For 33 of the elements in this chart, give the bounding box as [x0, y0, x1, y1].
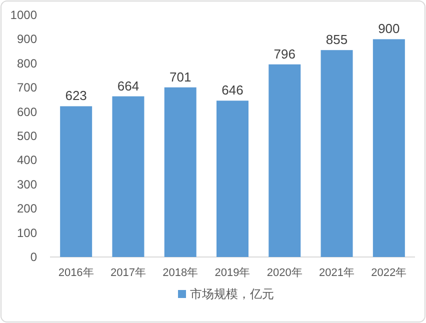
bar	[372, 39, 405, 257]
y-tick-label: 300	[16, 177, 38, 192]
x-tick-label: 2016年	[58, 267, 94, 279]
y-tick-label: 600	[16, 104, 38, 119]
data-label: 623	[65, 88, 87, 104]
y-tick-label: 100	[16, 226, 38, 240]
bar	[320, 50, 353, 257]
x-tick-label: 2017年	[110, 267, 146, 279]
legend-label: 市场规模，亿元	[190, 287, 274, 301]
y-tick-label: 1000	[10, 8, 38, 22]
y-tick-label: 400	[16, 153, 38, 168]
data-label: 664	[117, 78, 140, 94]
data-label: 796	[274, 46, 296, 62]
bar	[216, 100, 248, 257]
y-tick-label: 200	[16, 202, 38, 216]
bar	[268, 64, 301, 257]
x-tick-label: 2022年	[371, 267, 407, 279]
bar	[112, 96, 144, 257]
x-tick-label: 2019年	[214, 267, 250, 279]
y-tick-label: 900	[16, 32, 38, 46]
y-tick-label: 800	[16, 56, 38, 70]
bar	[164, 87, 196, 257]
bar	[60, 106, 92, 257]
data-label: 900	[378, 21, 400, 36]
data-label: 855	[326, 32, 348, 48]
y-tick-label: 700	[16, 80, 38, 95]
data-label: 701	[170, 69, 192, 84]
y-tick-label: 0	[30, 250, 38, 264]
x-tick-label: 2018年	[162, 267, 198, 279]
data-label: 646	[222, 82, 244, 98]
x-tick-label: 2021年	[319, 267, 355, 279]
y-tick-label: 500	[16, 129, 38, 143]
x-tick-label: 2020年	[266, 267, 302, 279]
